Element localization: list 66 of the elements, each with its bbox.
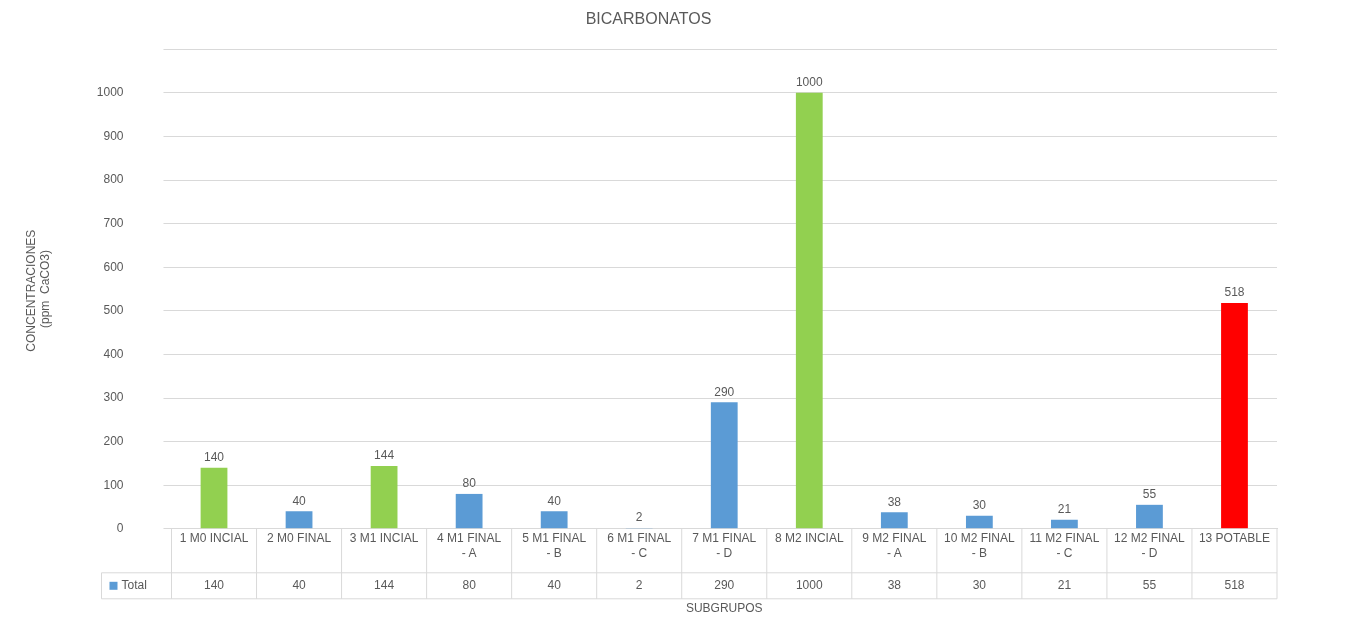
bar [1051, 519, 1078, 529]
y-tick-label: 200 [103, 433, 124, 448]
annotation: 1000 [795, 75, 823, 90]
data-label: 140 [204, 578, 225, 593]
bar [540, 511, 568, 529]
annotation: 290 [714, 384, 735, 399]
annotation: 30 [972, 498, 987, 513]
y-tick-label: 1000 [96, 85, 124, 100]
y-tick-label: 700 [103, 215, 124, 230]
x-tick-label: 2 M0 FINAL [267, 531, 332, 546]
y-tick-label: 800 [103, 172, 124, 187]
y-tick-label: 100 [103, 477, 124, 492]
annotation: 2 [635, 510, 643, 525]
data-label: 38 [887, 578, 902, 593]
x-tick-label: 11 M2 FINAL - C [1029, 531, 1100, 560]
y-tick-label: 500 [103, 303, 124, 318]
x-tick-label: 3 M1 INCIAL [349, 531, 419, 546]
bar [1221, 302, 1248, 529]
bar [965, 515, 993, 529]
bar [1136, 504, 1163, 529]
y-axis-title: CONCENTRACIONES (ppm CaCO3) [23, 226, 52, 352]
data-label: 30 [972, 578, 987, 593]
data-label: 290 [714, 578, 735, 593]
x-axis-title: SUBGRUPOS [685, 601, 763, 616]
data-label: 55 [1142, 578, 1157, 593]
bar [710, 402, 738, 529]
x-tick-label: 10 M2 FINAL - B [944, 531, 1016, 560]
annotation: 40 [292, 493, 307, 508]
annotation: 518 [1224, 285, 1245, 300]
annotation: 80 [462, 476, 477, 491]
x-tick-label: 4 M1 FINAL - A [437, 531, 502, 560]
y-tick-label: 400 [103, 346, 124, 361]
x-tick-label: 6 M1 FINAL - C [607, 531, 672, 560]
x-tick-label: 12 M2 FINAL - D [1114, 531, 1186, 560]
x-tick-label: 7 M1 FINAL - D [692, 531, 757, 560]
data-label: 40 [547, 578, 562, 593]
annotation: 144 [374, 448, 395, 463]
x-tick-label: 9 M2 FINAL - A [862, 531, 927, 560]
data-label: 144 [374, 578, 395, 593]
annotation: 21 [1057, 501, 1072, 516]
y-tick-label: 300 [103, 390, 124, 405]
bar [200, 467, 228, 529]
x-tick-label: 8 M2 INCIAL [774, 531, 844, 546]
legend-label: Total [121, 578, 147, 593]
data-label: 1000 [795, 578, 823, 593]
data-label: 80 [462, 578, 477, 593]
y-tick-label: 600 [103, 259, 124, 274]
bar [370, 466, 398, 529]
bar [880, 512, 908, 529]
bar [455, 493, 483, 529]
data-label: 2 [635, 578, 643, 593]
annotation: 40 [547, 493, 562, 508]
x-tick-label: 13 POTABLE [1198, 531, 1271, 546]
data-label: 518 [1224, 578, 1245, 593]
y-tick-label: 0 [116, 521, 124, 536]
annotation: 55 [1142, 487, 1157, 502]
annotation: 140 [204, 450, 225, 465]
bar [285, 511, 313, 529]
data-label: 40 [292, 578, 307, 593]
x-tick-label: 1 M0 INCIAL [179, 531, 249, 546]
y-tick-label: 900 [103, 128, 124, 143]
bar [795, 92, 823, 529]
data-label: 21 [1057, 578, 1072, 593]
annotation: 38 [887, 494, 902, 509]
x-tick-label: 5 M1 FINAL - B [522, 531, 587, 560]
chart-title: BICARBONATOS [585, 10, 712, 28]
